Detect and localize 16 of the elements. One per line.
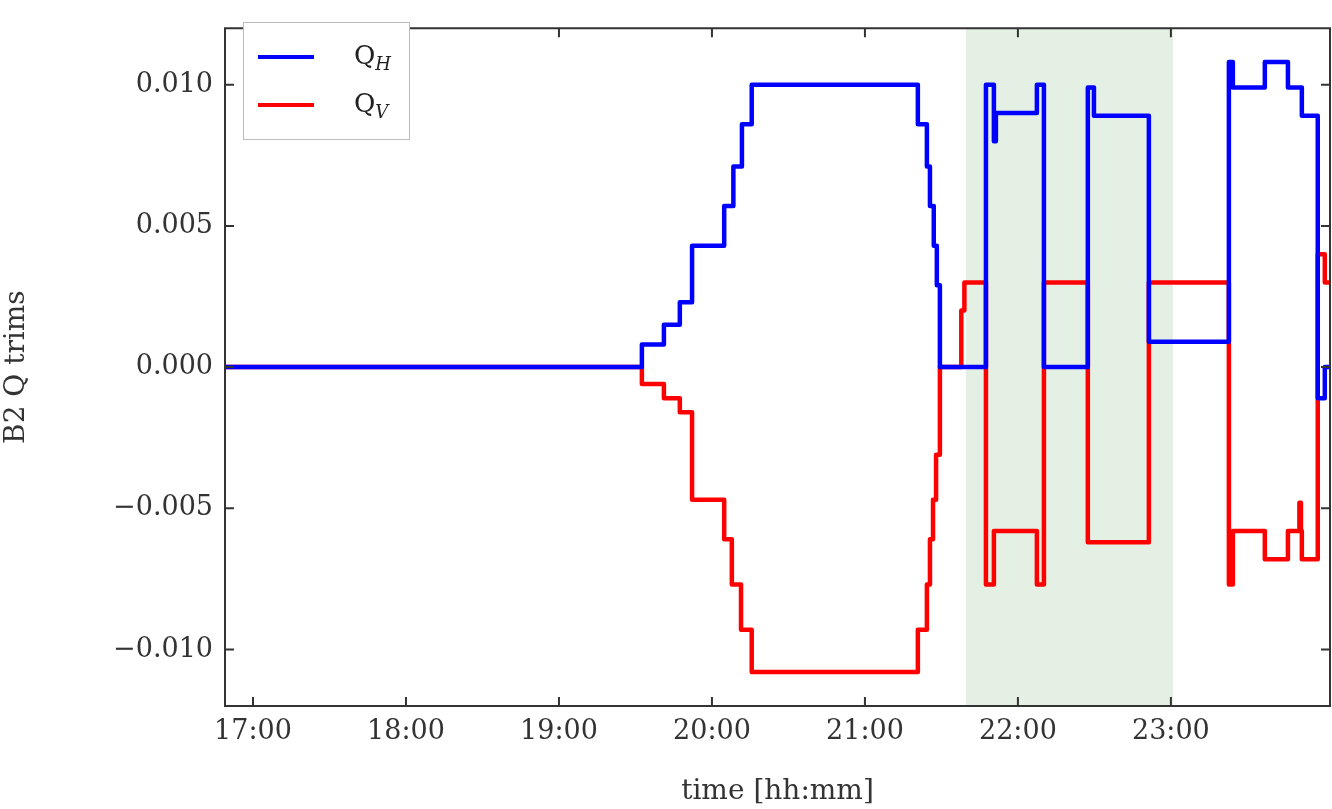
x-tick-label: 19:00 [520, 714, 598, 746]
x-tick-label: 17:00 [214, 714, 292, 746]
x-tick-label: 21:00 [826, 714, 904, 746]
y-tick-label: −0.005 [113, 490, 213, 522]
x-tick-label: 20:00 [673, 714, 751, 746]
y-tick-label: 0.010 [135, 66, 213, 98]
x-tick-label: 23:00 [1131, 714, 1210, 746]
legend-label: Q$_{V}$ [354, 87, 389, 123]
x-tick-label: 18:00 [367, 714, 445, 746]
x-tick-label: 22:00 [979, 714, 1057, 746]
y-tick-label: 0.000 [135, 349, 213, 381]
legend-label: Q$_{H}$ [354, 39, 392, 75]
y-axis-title: B2 Q trims [0, 290, 32, 444]
x-axis-title: time [hh:mm] [681, 773, 874, 807]
y-tick-label: 0.005 [135, 207, 213, 239]
y-tick-label: −0.010 [113, 631, 213, 663]
